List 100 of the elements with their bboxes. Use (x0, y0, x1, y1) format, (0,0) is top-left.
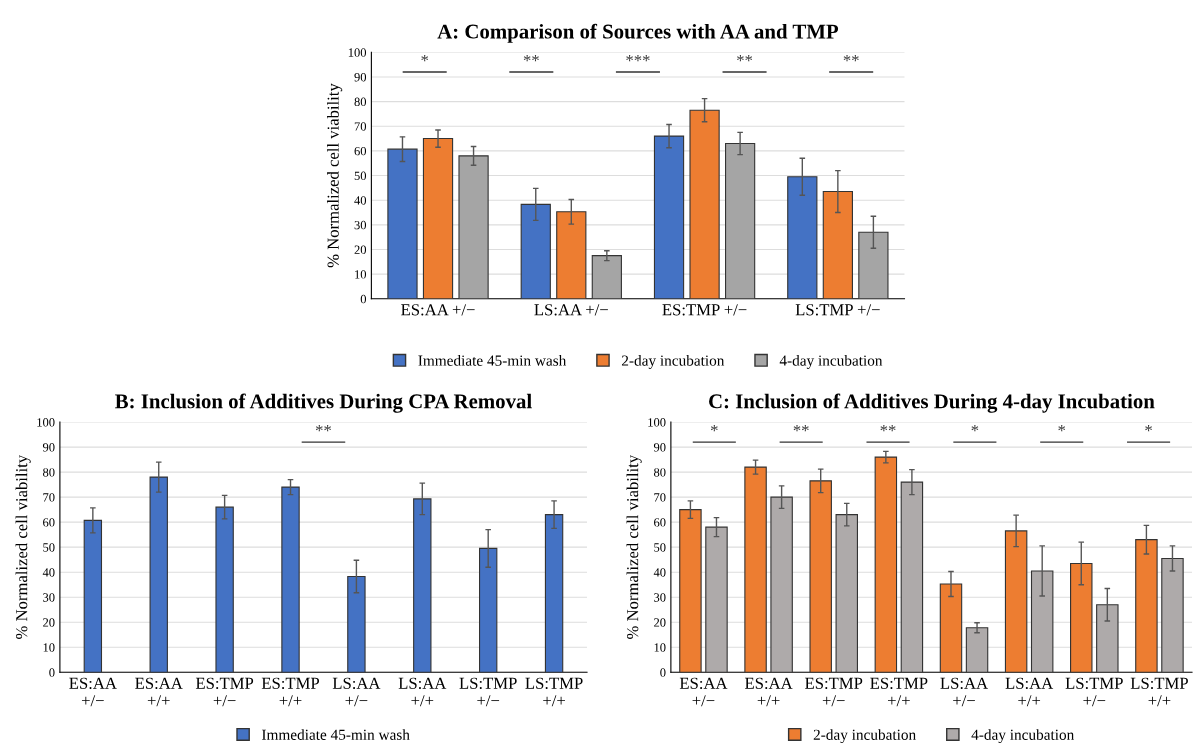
bar (965, 627, 989, 673)
bar (770, 496, 793, 673)
y-tick-label: 90 (653, 443, 666, 452)
x-tick-label: LS:TMP +/+ (1130, 677, 1188, 707)
x-tick-label: ES:TMP +/− (195, 677, 254, 707)
y-tick-label: 50 (354, 171, 367, 180)
y-tick-label: 60 (654, 518, 666, 527)
annotation: ** (880, 425, 896, 432)
y-tick-label: 40 (42, 568, 55, 577)
bar (822, 191, 853, 299)
annotation: *** (626, 55, 650, 62)
annotation: ** (523, 55, 539, 62)
bar (653, 135, 685, 299)
annotation: ** (793, 425, 809, 432)
x-tick-label: ES:AA +/− (679, 677, 728, 707)
y-tick-label: 10 (654, 643, 666, 652)
chart-title: C: Inclusion of Additives During 4-day Incubation (709, 393, 1155, 413)
legend-label: 2-day incubation (621, 355, 725, 369)
legend-label: Immediate 45-min wash (418, 355, 567, 366)
x-tick-label: LS:TMP +/− (459, 677, 517, 707)
bar (724, 142, 756, 299)
y-tick-label: 80 (654, 468, 666, 477)
bar (1030, 570, 1054, 673)
y-tick-label: 10 (43, 643, 55, 652)
y-tick-label: 30 (43, 593, 55, 602)
y-tick-label: 40 (354, 196, 367, 205)
y-axis-title: % Normalized cell viability (626, 454, 642, 639)
y-tick-label: 0 (660, 668, 666, 677)
annotation: ** (843, 55, 859, 62)
chart-title: A: Comparison of Sources with AA and TMP (437, 23, 839, 43)
bar (281, 486, 300, 673)
y-tick-label: 100 (37, 418, 55, 427)
bar (347, 575, 366, 673)
y-tick-label: 80 (43, 468, 55, 477)
bar (387, 148, 418, 299)
x-tick-label: LS:AA +/− (534, 304, 608, 316)
y-tick-label: 30 (654, 593, 666, 602)
y-tick-label: 60 (354, 146, 367, 156)
bar (1161, 557, 1184, 673)
bar (874, 456, 898, 673)
annotation: * (1058, 425, 1066, 432)
annotation: * (421, 55, 429, 62)
chart-title: B: Inclusion of Additives During CPA Removal (115, 393, 532, 413)
bar (422, 138, 454, 299)
bar (1096, 604, 1119, 673)
bar (1070, 562, 1093, 673)
bar (1135, 539, 1158, 673)
annotation: * (710, 425, 718, 432)
y-tick-label: 90 (354, 72, 367, 82)
y-tick-label: 0 (360, 294, 367, 304)
x-tick-label: ES:AA +/+ (135, 677, 183, 707)
y-tick-label: 20 (43, 618, 55, 627)
x-tick-label: ES:TMP +/− (662, 304, 747, 316)
y-tick-label: 80 (354, 97, 367, 107)
x-tick-label: LS:TMP +/− (795, 304, 880, 316)
bar (835, 514, 858, 673)
bar (544, 514, 564, 673)
y-tick-label: 100 (648, 418, 666, 427)
y-tick-label: 50 (43, 543, 55, 552)
x-tick-label: ES:AA +/+ (745, 677, 793, 707)
y-tick-label: 40 (653, 568, 666, 577)
y-tick-label: 0 (49, 668, 55, 677)
annotation: * (971, 425, 979, 432)
x-tick-label: ES:AA +/− (69, 677, 117, 707)
x-tick-label: LS:TMP +/+ (525, 677, 583, 707)
x-tick-label: LS:AA +/+ (1005, 677, 1054, 707)
bar (1004, 530, 1028, 673)
bar (556, 211, 587, 299)
y-tick-label: 100 (348, 48, 367, 57)
x-tick-label: ES:TMP +/+ (870, 677, 928, 707)
y-tick-label: 90 (42, 443, 55, 452)
y-tick-label: 70 (354, 122, 367, 131)
annotation: ** (737, 55, 753, 62)
legend-label: 4-day incubation (971, 729, 1075, 744)
bar (215, 506, 234, 673)
bar (679, 509, 702, 673)
y-tick-label: 30 (354, 220, 367, 230)
x-tick-label: LS:AA +/+ (398, 677, 447, 707)
x-tick-label: LS:AA +/− (940, 677, 988, 707)
bar (83, 519, 103, 673)
bar (520, 203, 551, 299)
y-tick-label: 70 (43, 493, 55, 502)
annotation: ** (315, 425, 331, 432)
bar (809, 480, 832, 673)
bar (900, 481, 924, 673)
legend-label: Immediate 45-min wash (261, 729, 410, 740)
bar (744, 466, 767, 673)
bar (478, 547, 498, 673)
bar (458, 155, 489, 299)
x-tick-label: ES:TMP +/− (805, 677, 863, 707)
bar (689, 109, 720, 299)
legend-label: 4-day incubation (779, 355, 883, 369)
y-axis-title: % Normalized cell viability (15, 454, 31, 639)
bar (787, 176, 818, 299)
bar (413, 498, 432, 673)
bar (149, 476, 168, 673)
legend-label: 2-day incubation (813, 729, 916, 744)
bar (858, 231, 889, 299)
x-tick-label: ES:TMP +/+ (261, 677, 320, 707)
bar (939, 583, 963, 673)
